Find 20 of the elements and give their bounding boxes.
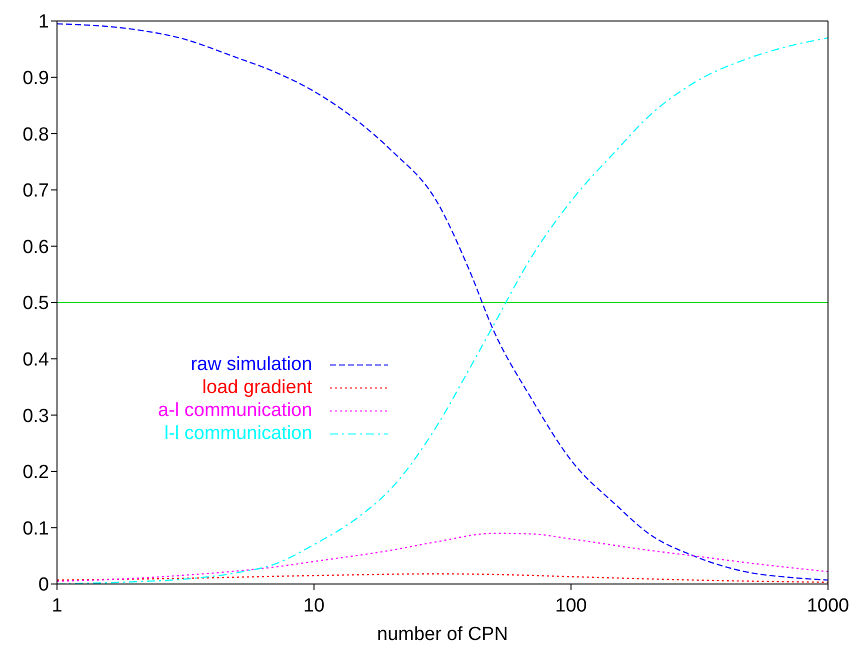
y-tick-label: 0.1 (22, 518, 49, 540)
y-tick-label: 0 (38, 574, 49, 596)
y-tick-label: 0.2 (22, 462, 49, 484)
y-tick-label: 0.5 (22, 293, 49, 314)
x-axis-title: number of CPN (377, 624, 508, 645)
y-tick-label: 0.4 (22, 350, 50, 371)
legend-label: a-l communication (158, 400, 312, 422)
y-tick-label: 0.7 (22, 180, 49, 202)
x-tick-label: 1000 (806, 595, 850, 616)
y-tick-label: 0.8 (22, 124, 49, 146)
y-tick-label: 0.6 (22, 236, 49, 258)
legend-label: load gradient (202, 376, 312, 398)
y-tick-label: 0.9 (22, 68, 49, 90)
y-tick-label: 0.3 (22, 406, 49, 427)
legend-label: raw simulation (190, 354, 312, 376)
legend-label: l-l communication (164, 422, 312, 444)
x-tick-label: 100 (555, 595, 587, 616)
y-tick-label: 1 (38, 12, 49, 33)
x-tick-label: 1 (52, 595, 62, 616)
x-tick-label: 10 (303, 595, 325, 616)
